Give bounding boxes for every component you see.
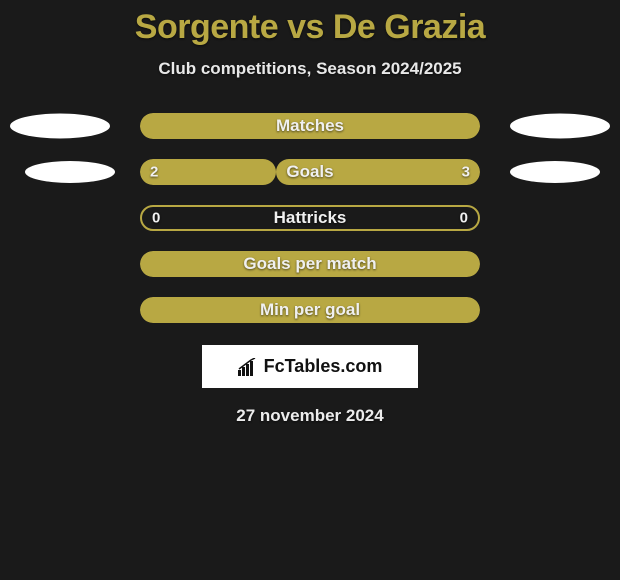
stat-bar: Goals23: [140, 159, 480, 185]
bar-chart-icon: [238, 358, 260, 376]
logo-text: FcTables.com: [264, 356, 383, 377]
subtitle: Club competitions, Season 2024/2025: [0, 59, 620, 79]
bar-fill-left: [140, 113, 480, 139]
stat-bar: Matches: [140, 113, 480, 139]
stat-bar: Min per goal: [140, 297, 480, 323]
stat-row: Hattricks0 0: [0, 195, 620, 241]
comparison-card: Sorgente vs De Grazia Club competitions,…: [0, 0, 620, 580]
stat-bar: Hattricks0 0: [140, 205, 480, 231]
logo: FcTables.com: [238, 356, 383, 377]
bar-fill-left: [140, 297, 480, 323]
stat-row: Min per goal: [0, 287, 620, 333]
stat-label: Hattricks: [142, 208, 478, 228]
bar-fill-left: [140, 251, 480, 277]
left-ellipse: [10, 114, 110, 139]
stat-value-left: 0: [152, 210, 160, 227]
bar-fill-right: [276, 159, 480, 185]
stat-row: Goals per match: [0, 241, 620, 287]
right-ellipse: [510, 114, 610, 139]
right-ellipse: [510, 161, 600, 183]
stat-rows: Matches Goals23 Hattricks0 0 Goals per match…: [0, 103, 620, 333]
logo-box[interactable]: FcTables.com: [202, 345, 418, 388]
stat-bar: Goals per match: [140, 251, 480, 277]
bar-fill-left: [140, 159, 276, 185]
stat-row: Goals23: [0, 149, 620, 195]
stat-value-right: 0: [460, 210, 468, 227]
date-label: 27 november 2024: [0, 406, 620, 426]
page-title: Sorgente vs De Grazia: [0, 0, 620, 47]
stat-row: Matches: [0, 103, 620, 149]
left-ellipse: [25, 161, 115, 183]
